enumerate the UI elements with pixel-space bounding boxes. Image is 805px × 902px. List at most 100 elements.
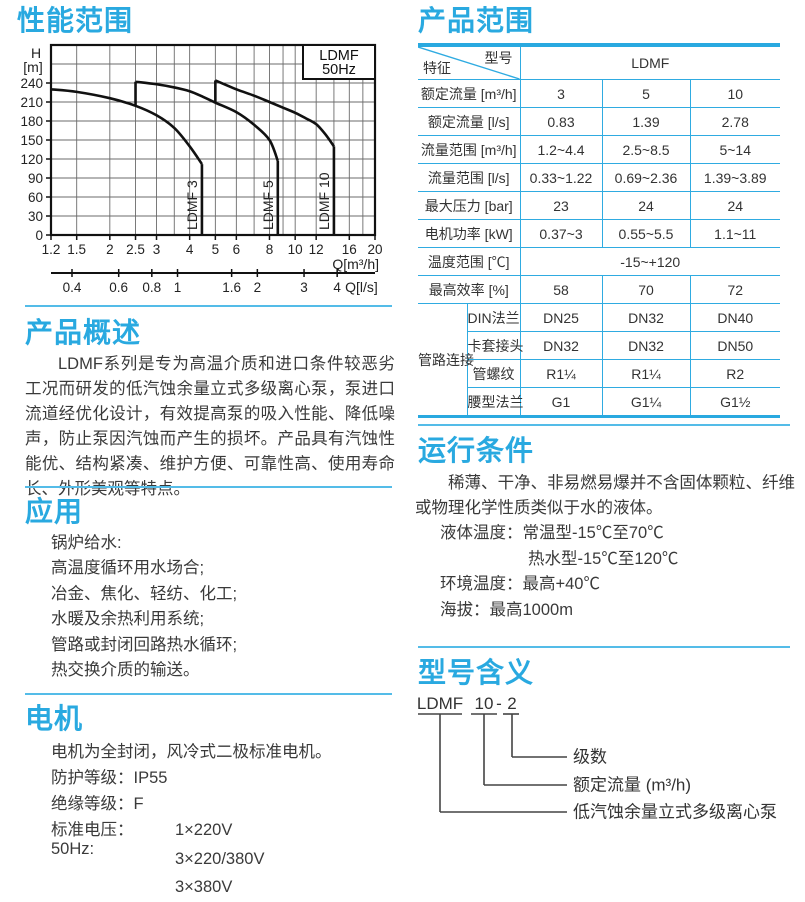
row-value: R2 <box>689 359 780 388</box>
x-tick-label: 4 <box>186 242 194 257</box>
pump-curve <box>135 80 280 162</box>
row-value: -15~+120 <box>519 247 780 276</box>
x-tick-label: 3 <box>153 242 161 257</box>
motor-section-title: 电机 <box>25 703 84 734</box>
table-row: 温度范围 [℃] -15~+120 <box>418 247 780 276</box>
row-value: 72 <box>689 275 780 304</box>
row-value: 10 <box>689 79 780 108</box>
model-part-label: 低汽蚀余量立式多级离心泵 <box>573 803 777 822</box>
application-item: 锅炉给水: <box>51 534 122 552</box>
row-value: R1¼ <box>601 359 690 388</box>
x-tick-label: 1.2 <box>42 242 61 257</box>
x2-tick-label: 1.6 <box>222 280 241 295</box>
row-value: 23 <box>519 191 602 220</box>
legend-box <box>302 44 376 80</box>
operating-paragraph: 稀薄、干净、非易燃易爆并不含固体颗粒、纤维或物理化学性质类似于水的液体。 <box>415 474 795 517</box>
diagonal-header-cell: 型号 特征 <box>418 45 520 80</box>
y-axis-label: H <box>31 45 41 61</box>
header-model-label: 型号 <box>484 50 513 66</box>
row-label: 流量范围 [l/s] <box>418 163 520 192</box>
model-code-part: 2 <box>507 697 516 713</box>
x-tick-label: 2 <box>106 242 114 257</box>
y-tick-label: 240 <box>20 76 43 91</box>
operating-section-title: 运行条件 <box>418 435 535 466</box>
pump-curve <box>50 88 203 165</box>
section-divider <box>25 305 392 307</box>
row-value: DN32 <box>601 331 690 360</box>
series-name-header: LDMF <box>519 45 780 80</box>
x2-tick-label: 0.6 <box>109 280 128 295</box>
x-tick-label: 2.5 <box>126 242 145 257</box>
product-range-body: 型号 特征 LDMF 额定流量 [m³/h] 3 5 10 额定流量 [l/s] 0.83… <box>418 45 780 417</box>
table-row: 管路连接 DIN法兰 DN25 DN32 DN40 <box>418 303 780 417</box>
y-tick-label: 150 <box>20 133 43 148</box>
table-row: 额定流量 [m³/h] 3 5 10 <box>418 79 780 108</box>
table-row: 流量范围 [l/s] 0.33~1.22 0.69~2.36 1.39~3.89 <box>418 163 780 192</box>
row-value: 5 <box>601 79 690 108</box>
legend-line: LDMF <box>319 48 359 64</box>
voltage-option: 1×220V <box>175 821 233 839</box>
x2-tick-label: 0.4 <box>63 280 82 295</box>
x2-tick-label: 1 <box>174 280 182 295</box>
row-value: 3 <box>519 79 602 108</box>
x-tick-label: 16 <box>342 242 357 257</box>
model-code-separator: - <box>496 697 502 713</box>
row-value: 58 <box>519 275 602 304</box>
y-tick-label: 30 <box>28 209 43 224</box>
row-label: 最高效率 [%] <box>418 275 520 304</box>
row-value: R1¼ <box>519 359 602 388</box>
operating-line: 海拔：最高1000m <box>440 600 573 619</box>
pipe-sub-label: 管螺纹 <box>466 359 520 388</box>
table-row: 最大压力 [bar] 23 24 24 <box>418 191 780 220</box>
overview-paragraph: LDMF系列是专为高温介质和进口条件较恶劣工况而研发的低汽蚀余量立式多级离心泵，… <box>25 355 395 498</box>
section-divider <box>25 693 392 695</box>
table-header-row: 型号 特征 LDMF <box>418 45 780 80</box>
table-row: 额定流量 [l/s] 0.83 1.39 2.78 <box>418 107 780 136</box>
pump-curve <box>214 79 335 148</box>
row-value: DN25 <box>519 303 602 332</box>
curve-label: LDMF 3 <box>184 180 200 230</box>
header-feature-label: 特征 <box>423 60 451 76</box>
operating-line: 热水型-15℃至120℃ <box>528 549 679 568</box>
y-tick-label: 210 <box>20 95 43 110</box>
model-code-part: LDMF <box>417 697 463 713</box>
row-label: 电机功率 [kW] <box>418 219 520 248</box>
table-row: 管螺纹 R1¼ R1¼ R2 <box>418 359 780 388</box>
voltage-list: 1×220V 3×220/380V 3×380V <box>175 816 264 902</box>
x2-axis-label: Q[l/s] <box>345 279 378 295</box>
row-value: G1 <box>519 387 602 417</box>
x-tick-label: 20 <box>367 242 382 257</box>
row-value: 24 <box>689 191 780 220</box>
pipe-group-label: 管路连接 <box>418 303 474 417</box>
x-tick-label: 12 <box>309 242 324 257</box>
model-part-label: 级数 <box>573 748 607 767</box>
row-value: 2.78 <box>689 107 780 136</box>
row-value: 0.69~2.36 <box>601 163 690 192</box>
table-row: 腰型法兰 G1 G1¼ G1½ <box>418 387 780 417</box>
application-item: 冶金、焦化、轻纺、化工; <box>51 584 238 603</box>
row-value: 1.2~4.4 <box>519 135 602 164</box>
row-value: DN32 <box>601 303 690 332</box>
voltage-option: 3×220/380V <box>175 849 265 868</box>
row-value: DN40 <box>689 303 780 332</box>
row-label: 流量范围 [m³/h] <box>418 135 520 164</box>
row-label: 温度范围 [℃] <box>418 247 520 276</box>
curve-label: LDMF 10 <box>316 172 332 230</box>
overview-section-title: 产品概述 <box>25 317 142 348</box>
application-list: 锅炉给水: 高温度循环用水场合; 冶金、焦化、轻纺、化工; 水暖及余热利用系统; 管路或… <box>51 531 237 683</box>
section-divider <box>418 646 790 648</box>
pipe-sub-label: 腰型法兰 <box>466 387 524 417</box>
y-tick-label: 0 <box>35 228 43 243</box>
application-item: 水暖及余热利用系统; <box>51 610 205 629</box>
table-row: 电机功率 [kW] 0.37~3 0.55~5.5 1.1~11 <box>418 219 780 248</box>
row-label: 额定流量 [l/s] <box>418 107 520 136</box>
motor-voltage-block: 标准电压：50Hz: 1×220V 3×220/380V 3×380V <box>51 816 264 902</box>
curve-label: LDMF 5 <box>260 180 276 230</box>
operating-lines: 液体温度：常温型-15℃至70℃ 热水型-15℃至120℃ 环境温度：最高+40℃ 海… <box>440 521 678 623</box>
table-row: 卡套接头 DN32 DN32 DN50 <box>418 331 780 360</box>
row-value: 1.39 <box>601 107 690 136</box>
row-label: 额定流量 [m³/h] <box>418 79 520 108</box>
pipe-sub-label: 卡套接头 <box>466 331 524 360</box>
voltage-label: 标准电压：50Hz: <box>51 821 134 858</box>
